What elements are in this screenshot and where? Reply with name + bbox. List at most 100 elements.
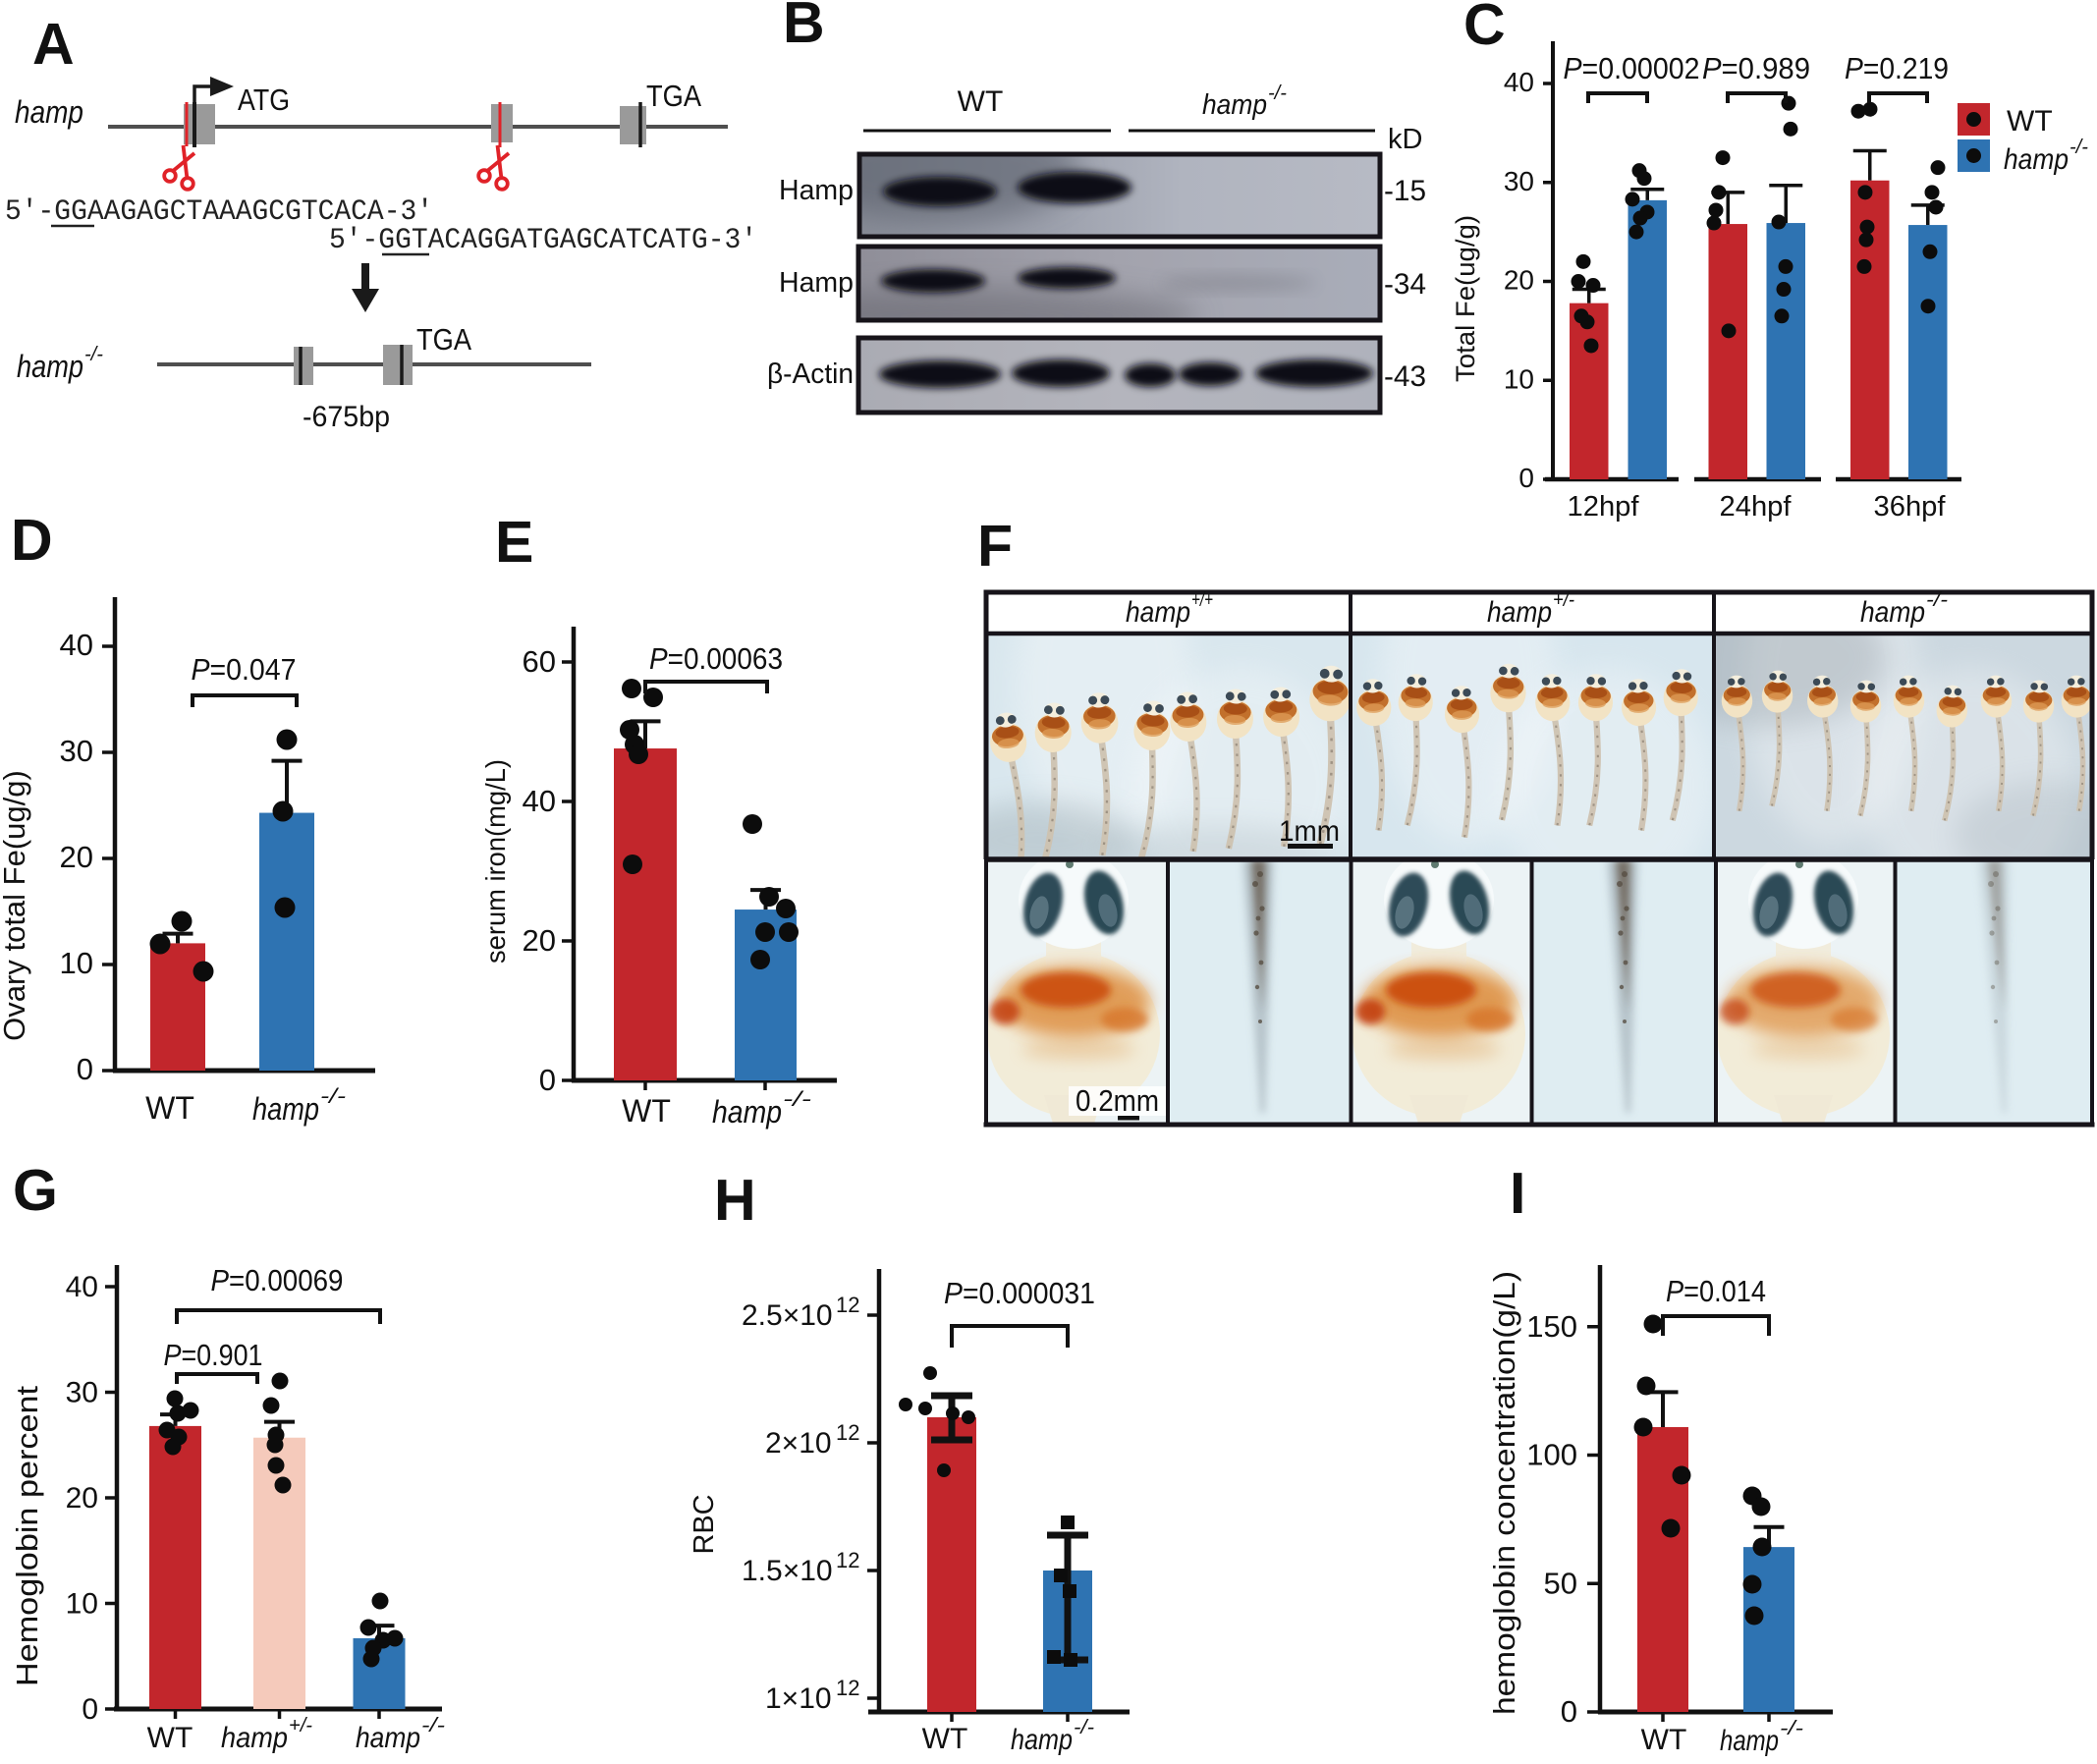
- svg-text:20: 20: [1504, 265, 1534, 296]
- svg-text:WT: WT: [1641, 1724, 1687, 1756]
- svg-text:hamp: hamp: [712, 1094, 782, 1130]
- svg-text:36hpf: 36hpf: [1874, 491, 1947, 523]
- svg-text:ATG: ATG: [238, 83, 290, 117]
- svg-text:12hpf: 12hpf: [1568, 491, 1640, 523]
- svg-text:F: F: [977, 514, 1013, 579]
- svg-text:P=0.000031: P=0.000031: [944, 1276, 1095, 1310]
- svg-text:Hemoglobin percent: Hemoglobin percent: [10, 1386, 44, 1686]
- svg-text:-/-: -/-: [1926, 589, 1948, 611]
- svg-text:0: 0: [1518, 463, 1534, 493]
- svg-text:P=0.047: P=0.047: [192, 652, 297, 687]
- svg-text:serum iron(mg/L): serum iron(mg/L): [480, 759, 511, 964]
- svg-text:hamp: hamp: [356, 1722, 420, 1754]
- svg-text:+/+: +/+: [1191, 589, 1213, 611]
- svg-text:2×10: 2×10: [765, 1427, 832, 1460]
- svg-text:20: 20: [523, 923, 556, 958]
- svg-text:E: E: [495, 510, 533, 575]
- svg-text:10: 10: [60, 946, 93, 980]
- svg-text:hamp: hamp: [1487, 596, 1552, 629]
- svg-text:TGA: TGA: [646, 79, 701, 113]
- svg-text:D: D: [11, 508, 53, 573]
- svg-text:-675bp: -675bp: [303, 401, 390, 433]
- svg-text:0: 0: [539, 1063, 556, 1097]
- svg-text:-/-: -/-: [421, 1715, 445, 1736]
- svg-text:-/-: -/-: [1074, 1717, 1094, 1738]
- svg-text:H: H: [714, 1168, 756, 1233]
- svg-text:10: 10: [1504, 363, 1534, 394]
- svg-text:30: 30: [60, 734, 93, 768]
- svg-text:1mm: 1mm: [1279, 815, 1340, 848]
- svg-text:-/-: -/-: [1268, 83, 1287, 104]
- svg-text:-43: -43: [1384, 360, 1426, 393]
- svg-text:WT: WT: [958, 85, 1004, 118]
- svg-text:+/-: +/-: [1553, 589, 1574, 611]
- svg-text:P=0.989: P=0.989: [1702, 51, 1810, 85]
- svg-text:-/-: -/-: [320, 1085, 346, 1108]
- svg-text:hamp: hamp: [17, 349, 83, 384]
- svg-text:-34: -34: [1384, 268, 1426, 301]
- svg-text:30: 30: [1504, 166, 1534, 196]
- svg-text:hamp: hamp: [252, 1091, 319, 1127]
- svg-text:hamp: hamp: [1720, 1725, 1779, 1757]
- svg-text:G: G: [13, 1158, 58, 1223]
- svg-text:12: 12: [836, 1420, 859, 1445]
- svg-text:WT: WT: [922, 1723, 968, 1755]
- svg-text:10: 10: [66, 1588, 98, 1621]
- svg-text:12: 12: [836, 1293, 859, 1317]
- svg-text:hamp: hamp: [1126, 596, 1190, 629]
- svg-text:hemoglobin concentration(g/L): hemoglobin concentration(g/L): [1487, 1271, 1521, 1715]
- svg-text:12: 12: [836, 1548, 859, 1572]
- svg-text:30: 30: [66, 1377, 98, 1409]
- svg-text:2.5×10: 2.5×10: [742, 1299, 833, 1332]
- svg-text:40: 40: [66, 1271, 98, 1303]
- svg-text:hamp: hamp: [2004, 143, 2069, 176]
- svg-text:-15: -15: [1384, 175, 1426, 207]
- svg-text:Hamp: Hamp: [779, 267, 854, 299]
- svg-text:WT: WT: [145, 1090, 194, 1126]
- svg-text:5'-GGTACAGGATGAGCATCATG-3': 5'-GGTACAGGATGAGCATCATG-3': [329, 224, 757, 257]
- svg-text:B: B: [783, 0, 825, 55]
- svg-text:hamp: hamp: [221, 1722, 288, 1754]
- svg-text:P=0.00002: P=0.00002: [1564, 51, 1700, 85]
- svg-text:20: 20: [66, 1482, 98, 1515]
- svg-text:1.5×10: 1.5×10: [742, 1555, 833, 1587]
- svg-text:150: 150: [1526, 1309, 1577, 1344]
- svg-text:40: 40: [523, 784, 556, 818]
- svg-text:P=0.901: P=0.901: [164, 1338, 263, 1372]
- svg-text:50: 50: [1544, 1566, 1577, 1600]
- svg-text:-/-: -/-: [2069, 137, 2088, 158]
- svg-text:P=0.00063: P=0.00063: [649, 641, 783, 676]
- svg-text:P=0.219: P=0.219: [1845, 51, 1949, 85]
- svg-text:5'-GGAAGAGCTAAAGCGTCACA-3': 5'-GGAAGAGCTAAAGCGTCACA-3': [5, 195, 433, 229]
- svg-text:24hpf: 24hpf: [1720, 491, 1793, 523]
- svg-text:WT: WT: [147, 1722, 193, 1754]
- svg-text:0: 0: [77, 1052, 93, 1086]
- svg-text:0: 0: [82, 1693, 98, 1726]
- svg-text:60: 60: [523, 644, 556, 679]
- svg-text:P=0.014: P=0.014: [1666, 1274, 1766, 1308]
- svg-text:TGA: TGA: [416, 322, 471, 357]
- svg-text:-/-: -/-: [1780, 1718, 1803, 1739]
- svg-text:P=0.00069: P=0.00069: [211, 1263, 344, 1297]
- svg-text:100: 100: [1526, 1438, 1577, 1472]
- svg-text:40: 40: [60, 628, 93, 662]
- svg-text:1×10: 1×10: [765, 1682, 832, 1715]
- svg-text:0.2mm: 0.2mm: [1076, 1083, 1159, 1118]
- svg-text:A: A: [32, 12, 75, 77]
- svg-text:β-Actin: β-Actin: [767, 358, 854, 390]
- svg-text:Total Fe(ug/g): Total Fe(ug/g): [1451, 215, 1480, 382]
- svg-text:+/-: +/-: [289, 1715, 312, 1736]
- svg-text:WT: WT: [2007, 105, 2053, 138]
- svg-text:20: 20: [60, 840, 93, 874]
- svg-text:Hamp: Hamp: [779, 175, 854, 206]
- svg-text:WT: WT: [622, 1093, 671, 1129]
- svg-text:hamp: hamp: [1860, 596, 1925, 629]
- svg-text:Ovary total Fe(ug/g): Ovary total Fe(ug/g): [0, 770, 31, 1041]
- svg-text:hamp: hamp: [1202, 89, 1267, 121]
- svg-text:kD: kD: [1388, 124, 1422, 155]
- svg-text:I: I: [1510, 1161, 1525, 1226]
- svg-text:RBC: RBC: [689, 1495, 720, 1555]
- svg-text:40: 40: [1504, 67, 1534, 97]
- svg-text:-/-: -/-: [84, 344, 103, 365]
- svg-text:hamp: hamp: [1011, 1724, 1073, 1756]
